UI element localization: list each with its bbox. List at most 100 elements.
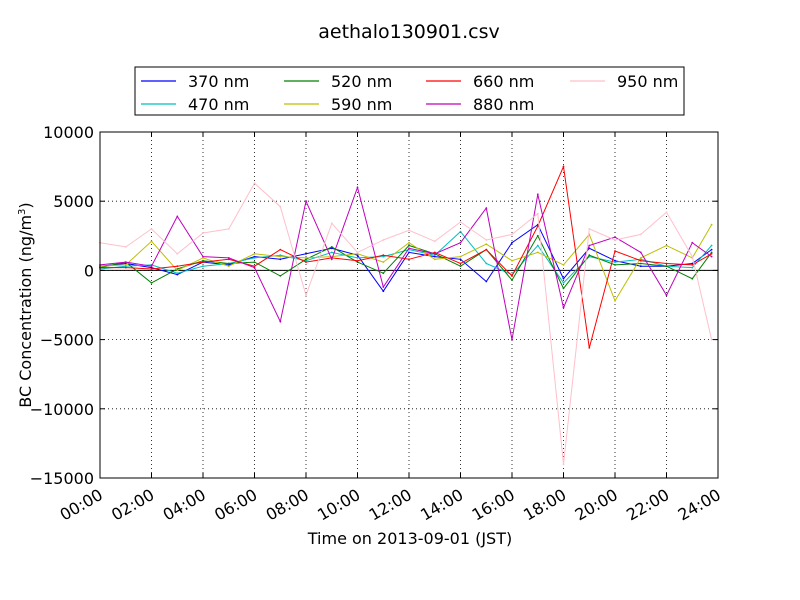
legend-label: 660 nm — [473, 72, 534, 91]
series-660-nm — [99, 164, 713, 349]
data-point — [382, 255, 385, 258]
data-point — [562, 264, 565, 266]
data-point — [382, 254, 385, 257]
data-point — [710, 223, 713, 226]
data-point — [279, 255, 282, 258]
series-950-nm — [99, 182, 713, 466]
data-point — [382, 286, 385, 288]
data-point — [562, 463, 565, 466]
data-point — [536, 193, 539, 196]
data-point — [305, 257, 307, 259]
data-point — [639, 257, 642, 259]
data-point — [382, 290, 385, 293]
data-point — [124, 265, 127, 268]
y-axis-label-main: BC Concentration (ng/m — [16, 215, 35, 408]
data-point — [408, 247, 410, 250]
legend-label: 520 nm — [331, 72, 392, 91]
data-point — [279, 248, 282, 251]
data-point — [511, 233, 513, 236]
data-point — [305, 200, 307, 203]
data-point — [562, 287, 565, 290]
data-point — [227, 257, 230, 259]
data-point — [227, 228, 230, 230]
data-point — [588, 347, 591, 349]
legend-label: 880 nm — [473, 95, 534, 114]
data-point — [433, 254, 436, 257]
data-point — [305, 259, 307, 262]
data-point — [536, 244, 539, 247]
data-point — [485, 239, 488, 241]
data-point — [305, 252, 307, 255]
data-point — [485, 207, 488, 210]
data-point — [202, 232, 204, 234]
data-point — [150, 265, 153, 268]
data-point — [459, 262, 462, 265]
data-point — [330, 247, 333, 250]
data-point — [176, 272, 179, 275]
data-point — [279, 320, 282, 323]
y-axis-label-superscript: 3 — [17, 209, 28, 215]
y-tick-label: 5000 — [53, 192, 94, 211]
data-point — [485, 243, 488, 246]
data-point — [253, 182, 256, 185]
data-point — [459, 230, 462, 233]
series-520-nm — [99, 234, 713, 290]
data-point — [459, 258, 462, 261]
legend: 370 nm 470 nm 520 nm 590 nm 660 nm 880 nm 950 … — [134, 66, 685, 116]
data-point — [408, 244, 410, 247]
data-point — [639, 262, 642, 265]
data-point — [227, 264, 230, 266]
data-point — [459, 241, 462, 244]
data-point — [253, 257, 256, 259]
data-point — [639, 259, 642, 262]
data-point — [150, 268, 153, 270]
grid-lines — [100, 132, 718, 478]
data-point — [665, 211, 668, 214]
legend-label: 470 nm — [188, 95, 249, 114]
data-point — [614, 299, 616, 302]
data-point — [176, 252, 179, 255]
legend-box — [134, 66, 685, 116]
data-point — [459, 255, 462, 258]
data-point — [511, 275, 513, 277]
plot-frame — [99, 131, 719, 479]
data-point — [562, 282, 565, 284]
legend-label: 370 nm — [188, 72, 249, 91]
data-point — [710, 252, 713, 255]
data-point — [614, 250, 616, 252]
data-point — [710, 251, 713, 254]
data-point — [433, 255, 436, 258]
data-point — [614, 259, 616, 262]
data-point — [124, 261, 127, 263]
data-point — [356, 252, 359, 255]
data-point — [511, 259, 513, 262]
data-point — [562, 277, 565, 280]
data-point — [305, 294, 307, 297]
data-point — [485, 262, 488, 265]
legend-label: 950 nm — [617, 72, 678, 91]
data-point — [176, 215, 179, 218]
data-point — [588, 254, 591, 257]
legend-label: 590 nm — [331, 95, 392, 114]
data-point — [433, 240, 436, 243]
data-point — [691, 241, 694, 244]
data-point — [279, 205, 282, 208]
data-point — [433, 251, 436, 254]
data-point — [665, 244, 668, 247]
data-point — [227, 262, 230, 265]
data-point — [124, 266, 127, 269]
data-point — [330, 258, 333, 261]
data-point — [408, 258, 410, 261]
data-point — [710, 338, 713, 341]
data-point — [614, 261, 616, 263]
data-point — [562, 165, 565, 168]
data-point — [511, 338, 513, 341]
data-point — [356, 259, 359, 262]
data-point — [710, 255, 713, 258]
data-point — [253, 255, 256, 258]
data-point — [253, 265, 256, 268]
data-point — [150, 266, 153, 269]
data-point — [614, 236, 616, 239]
data-point — [485, 280, 488, 283]
data-point — [639, 233, 642, 236]
